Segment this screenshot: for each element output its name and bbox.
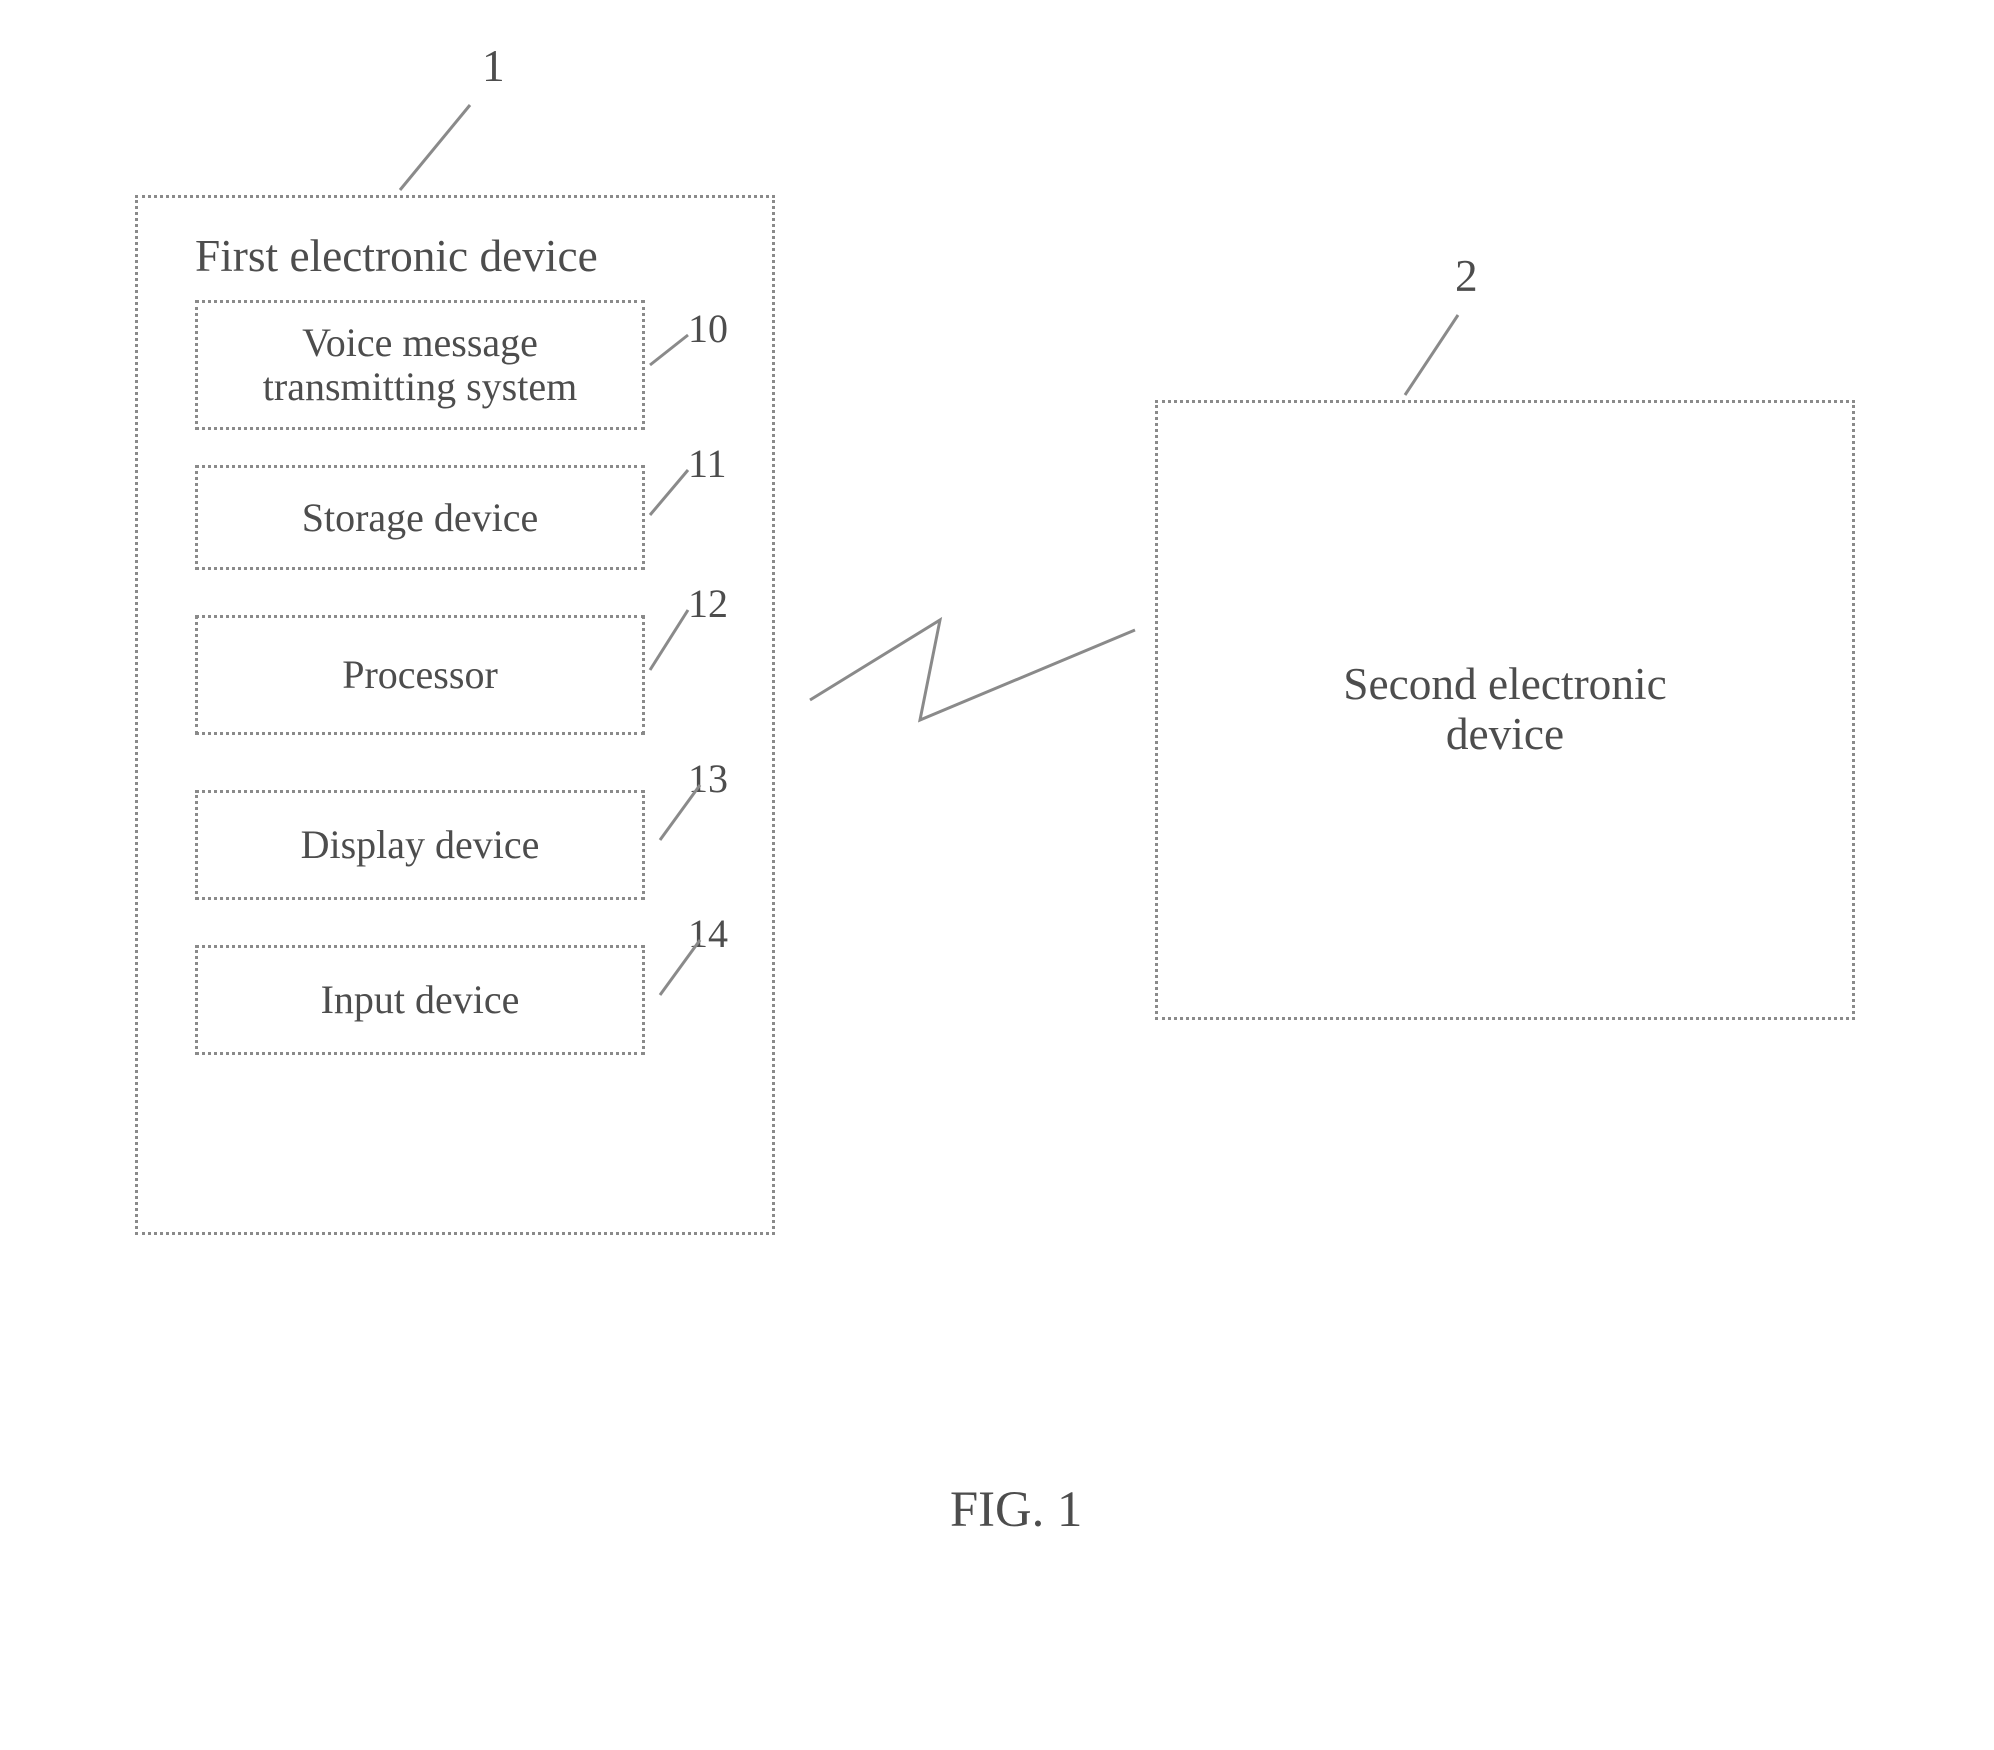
figure-label: FIG. 1 xyxy=(950,1480,1082,1538)
diagram-canvas: First electronic device Voice message tr… xyxy=(0,0,1994,1750)
input-device-box-label: Input device xyxy=(321,978,520,1022)
processor-box-label: Processor xyxy=(342,653,498,697)
display-device-box-label: Display device xyxy=(301,823,540,867)
ref-11: 11 xyxy=(688,440,727,487)
ref-1: 1 xyxy=(482,40,505,92)
voice-message-box-label: Voice message transmitting system xyxy=(263,321,577,409)
storage-device-box-label: Storage device xyxy=(302,496,539,540)
first-device-title: First electronic device xyxy=(195,230,598,282)
ref-2: 2 xyxy=(1455,250,1478,302)
display-device-box: Display device xyxy=(195,790,645,900)
ref-14: 14 xyxy=(688,910,728,957)
voice-message-box: Voice message transmitting system xyxy=(195,300,645,430)
ref-13: 13 xyxy=(688,755,728,802)
storage-device-box: Storage device xyxy=(195,465,645,570)
second-device-label: Second electronic device xyxy=(1343,660,1666,760)
wireless-link-icon xyxy=(810,620,1135,720)
processor-box: Processor xyxy=(195,615,645,735)
input-device-box: Input device xyxy=(195,945,645,1055)
ref-12: 12 xyxy=(688,580,728,627)
ref-10: 10 xyxy=(688,305,728,352)
second-device-box: Second electronic device xyxy=(1155,400,1855,1020)
